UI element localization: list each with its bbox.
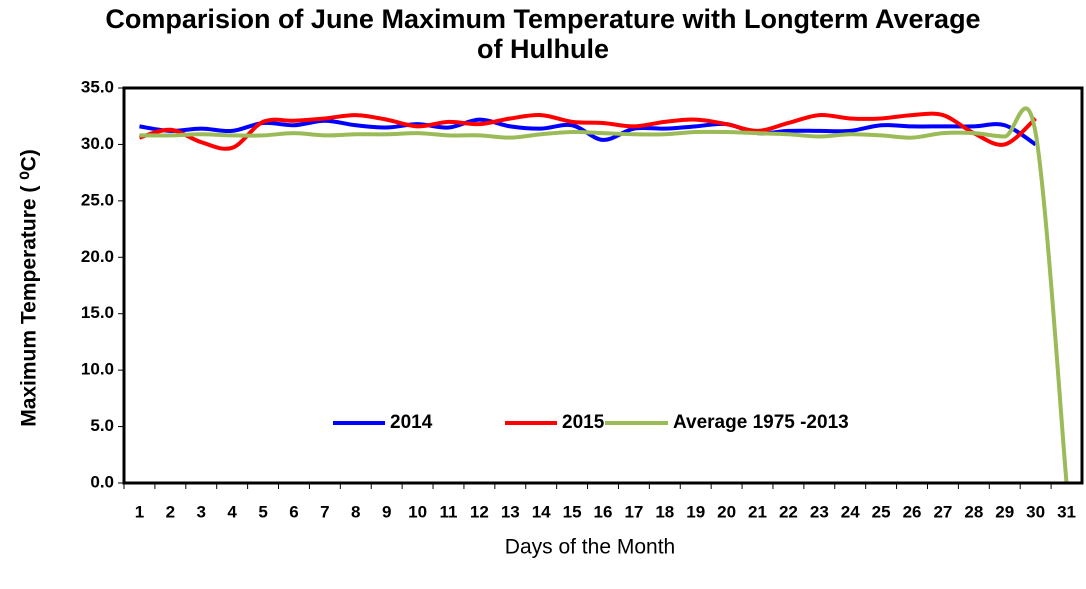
- y-tick-label: 35.0: [81, 77, 114, 96]
- y-axis-title: Maximum Temperature ( ⁰C): [18, 149, 41, 427]
- x-axis-title: Days of the Month: [505, 536, 675, 559]
- plot-border: [122, 86, 1084, 485]
- legend-label: Average 1975 -2013: [673, 412, 849, 433]
- x-tick-label: 17: [624, 502, 643, 521]
- x-tick-label: 15: [563, 502, 582, 521]
- legend-label: 2015: [562, 412, 605, 433]
- x-tick-label: 18: [655, 502, 674, 521]
- x-tick-label: 19: [686, 502, 705, 521]
- x-tick-label: 23: [810, 502, 829, 521]
- x-tick-label: 9: [382, 502, 391, 521]
- chart-title: Comparision of June Maximum Temperature …: [105, 4, 981, 64]
- y-tick-label: 15.0: [81, 303, 114, 322]
- y-tick-label: 10.0: [81, 360, 114, 379]
- x-tick-label: 1: [135, 502, 144, 521]
- x-tick-label: 5: [258, 502, 267, 521]
- x-tick-label: 8: [351, 502, 360, 521]
- x-tick-label: 20: [717, 502, 736, 521]
- legend-label: 2014: [390, 412, 433, 433]
- x-tick-label: 11: [439, 502, 457, 521]
- x-tick-label: 3: [197, 502, 206, 521]
- x-tick-label: 14: [532, 502, 551, 521]
- x-tick-label: 21: [748, 502, 767, 521]
- x-tick-label: 24: [841, 502, 860, 521]
- x-tick-label: 26: [903, 502, 922, 521]
- x-tick-label: 10: [408, 502, 427, 521]
- x-tick-label: 16: [594, 502, 613, 521]
- x-tick-label: 6: [289, 502, 298, 521]
- x-tick-label: 2: [166, 502, 175, 521]
- y-tick-label: 5.0: [90, 416, 114, 435]
- y-tick-label: 20.0: [81, 247, 114, 266]
- x-tick-label: 30: [1026, 502, 1045, 521]
- x-tick-label: 7: [320, 502, 329, 521]
- y-tick-label: 25.0: [81, 190, 114, 209]
- x-tick-label: 25: [872, 502, 891, 521]
- series-line: [138, 111, 1038, 151]
- y-tick-label: 30.0: [81, 134, 114, 153]
- x-tick-label: 4: [227, 502, 237, 521]
- series-line: [139, 106, 1069, 484]
- x-tick-label: 22: [779, 502, 798, 521]
- x-tick-label: 13: [501, 502, 520, 521]
- x-tick-label: 27: [933, 502, 952, 521]
- y-tick-label: 0.0: [90, 472, 114, 491]
- x-tick-label: 31: [1057, 502, 1076, 521]
- x-tick-label: 28: [964, 502, 983, 521]
- x-tick-label: 12: [470, 502, 489, 521]
- x-tick-label: 29: [995, 502, 1014, 521]
